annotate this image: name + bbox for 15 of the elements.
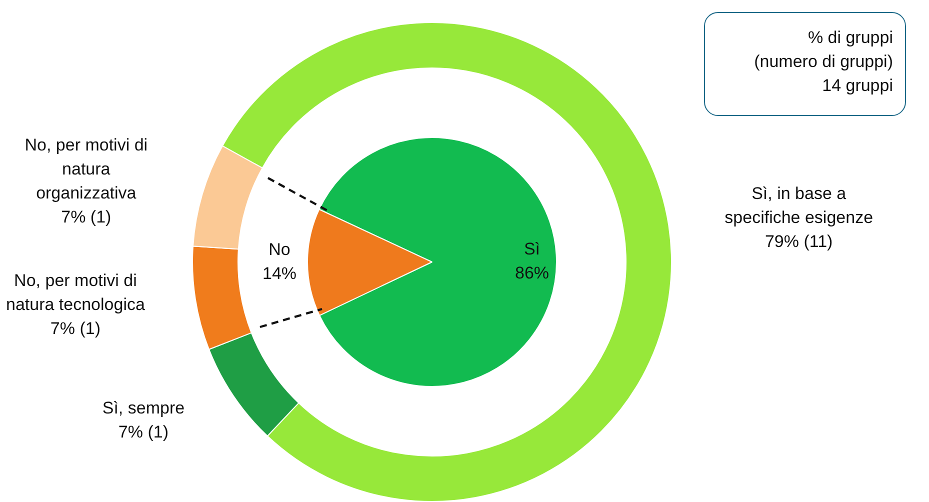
slice-label: No, per motivi di natura tecnologica <box>6 271 146 314</box>
data-label: 86% <box>514 263 550 282</box>
data-label: 79% (11) <box>764 232 833 252</box>
slice-label: Sì <box>524 239 540 258</box>
slice-label: No <box>268 240 290 260</box>
slice-label: No, per motivi di natura organizzativa <box>24 136 148 203</box>
slice-label: Sì, sempre <box>102 398 185 418</box>
slice-label: Sì, in base a specifiche esigenze <box>724 184 874 228</box>
data-label: 7% (1) <box>50 319 101 338</box>
text: 14 gruppi <box>822 76 893 95</box>
data-label: 7% (1) <box>61 208 112 227</box>
data-label: 14% <box>262 264 297 284</box>
text: (numero di gruppi) <box>754 52 893 71</box>
data-label: 7% (1) <box>118 422 168 442</box>
text: % di gruppi <box>808 28 893 47</box>
